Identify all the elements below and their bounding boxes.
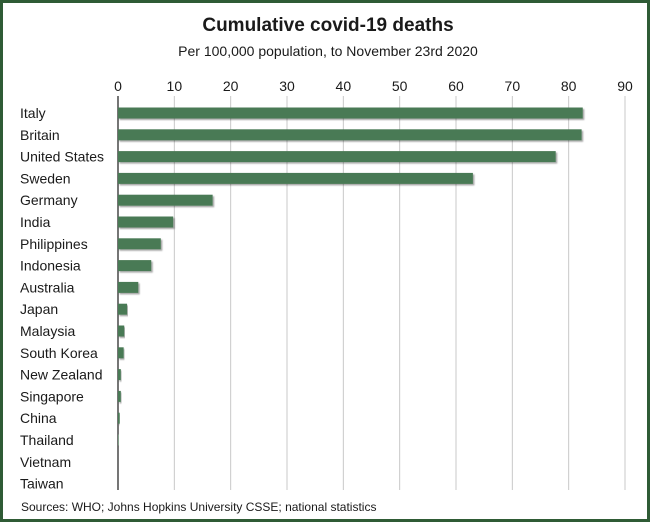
bar	[118, 172, 473, 184]
bar	[118, 303, 128, 315]
category-label: Taiwan	[20, 476, 64, 492]
bar	[118, 107, 583, 119]
x-tick-label: 40	[336, 78, 352, 94]
chart-subtitle: Per 100,000 population, to November 23rd…	[178, 43, 478, 59]
x-tick-label: 20	[223, 78, 239, 94]
x-tick-label: 0	[114, 78, 122, 94]
category-label: Britain	[20, 127, 60, 143]
chart-title: Cumulative covid-19 deaths	[202, 15, 454, 36]
x-tick-label: 30	[279, 78, 295, 94]
category-label: United States	[20, 149, 104, 165]
category-label: China	[20, 410, 57, 426]
bar	[118, 412, 120, 424]
category-label: Sweden	[20, 170, 71, 186]
category-label: Philippines	[20, 236, 88, 252]
bar	[118, 194, 213, 206]
category-label: Malaysia	[20, 323, 75, 339]
chart-source: Sources: WHO; Johns Hopkins University C…	[21, 500, 377, 514]
x-tick-label: 50	[392, 78, 408, 94]
x-tick-label: 90	[617, 78, 633, 94]
bar	[118, 347, 124, 359]
bar	[118, 260, 152, 272]
bar	[118, 238, 161, 250]
category-label: South Korea	[20, 345, 98, 361]
category-label: Vietnam	[20, 454, 71, 470]
category-label: Germany	[20, 192, 78, 208]
x-tick-label: 80	[561, 78, 577, 94]
category-label: New Zealand	[20, 367, 103, 383]
bar	[118, 434, 119, 446]
x-tick-label: 70	[505, 78, 521, 94]
category-label: Indonesia	[20, 258, 81, 274]
bar	[118, 325, 125, 337]
x-tick-label: 60	[448, 78, 464, 94]
bar	[118, 369, 121, 381]
category-label: Thailand	[20, 432, 74, 448]
bar	[118, 216, 174, 228]
bar	[118, 390, 121, 402]
x-tick-label: 10	[167, 78, 183, 94]
category-label: Japan	[20, 301, 58, 317]
bar	[118, 129, 582, 141]
category-label: Australia	[20, 279, 75, 295]
category-label: India	[20, 214, 51, 230]
bar	[118, 281, 139, 293]
bar	[118, 151, 556, 163]
category-label: Singapore	[20, 388, 84, 404]
category-label: Italy	[20, 105, 46, 121]
